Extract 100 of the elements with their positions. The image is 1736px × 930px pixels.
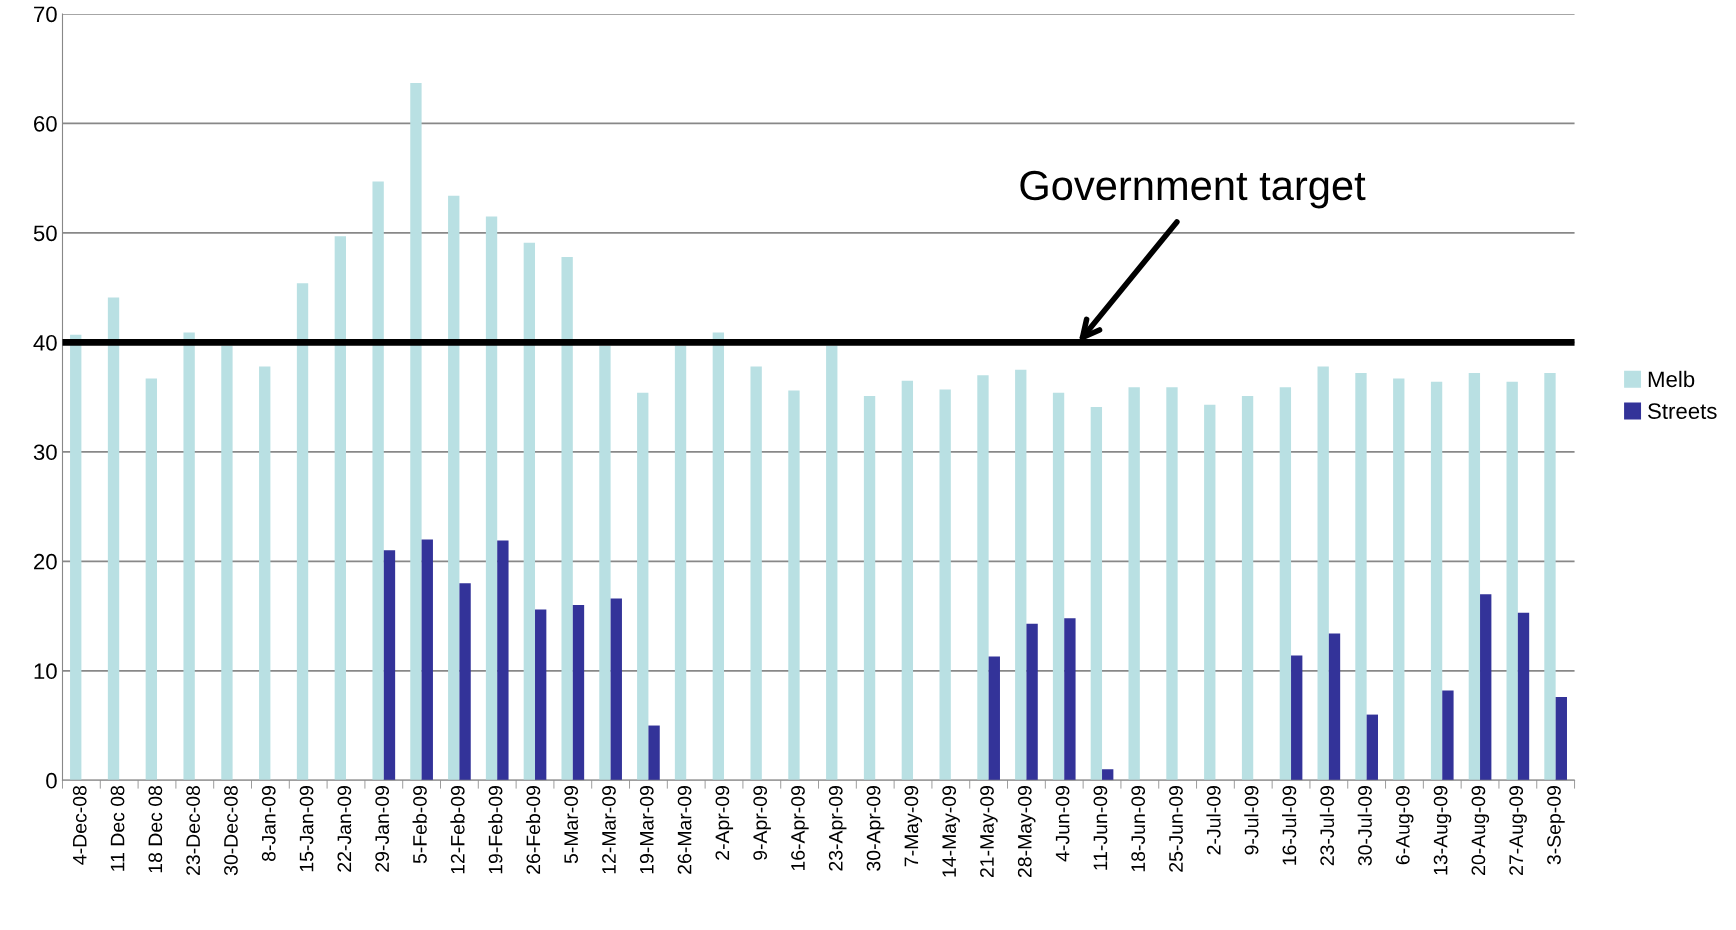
bar bbox=[648, 725, 660, 781]
bar bbox=[497, 540, 509, 781]
x-tick-label: 4-Jun-09 bbox=[1055, 786, 1070, 862]
y-tick-label: 40 bbox=[33, 334, 57, 351]
x-tick-label: 12-Mar-09 bbox=[602, 786, 616, 874]
x-tick-label: 30-Jul-09 bbox=[1357, 786, 1372, 866]
bar bbox=[334, 236, 347, 781]
y-tick-label: 70 bbox=[34, 6, 57, 23]
x-tick-label: 13-Aug-09 bbox=[1433, 786, 1452, 875]
bar bbox=[572, 605, 585, 781]
x-tick-label: 29-Jan-09 bbox=[375, 786, 390, 872]
bar bbox=[1064, 618, 1076, 781]
bar bbox=[1468, 373, 1481, 781]
x-tick-label: 3-Sep-09 bbox=[1547, 786, 1565, 865]
x-tick-label: 23-Dec-08 bbox=[186, 785, 201, 875]
x-tick-label: 2-Apr-09 bbox=[715, 786, 734, 860]
bar bbox=[421, 539, 433, 781]
bar bbox=[788, 390, 800, 781]
bar bbox=[523, 242, 536, 781]
bar bbox=[1442, 690, 1454, 781]
x-tick-label: 18-Jun-09 bbox=[1131, 786, 1146, 872]
bar bbox=[1166, 387, 1178, 781]
bar bbox=[637, 392, 649, 781]
bar bbox=[70, 334, 82, 781]
bar bbox=[712, 332, 725, 781]
bar bbox=[145, 378, 157, 781]
x-tick-label: 18 Dec 08 bbox=[148, 785, 163, 873]
bar bbox=[1102, 769, 1114, 781]
bar bbox=[1393, 378, 1405, 781]
x-tick-label: 5-Mar-09 bbox=[564, 786, 579, 864]
bar bbox=[221, 345, 233, 781]
x-tick-label: 14-May-09 bbox=[942, 786, 960, 877]
bar bbox=[1052, 392, 1065, 781]
bar bbox=[1517, 612, 1530, 781]
bar bbox=[863, 396, 876, 781]
x-tick-label: 23-Apr-09 bbox=[828, 786, 847, 871]
legend-label: Streets bbox=[1648, 403, 1717, 419]
bar bbox=[610, 598, 622, 781]
x-tick-label: 16-Jul-09 bbox=[1281, 786, 1297, 865]
bar bbox=[1544, 373, 1556, 781]
bar bbox=[674, 345, 687, 781]
bar bbox=[183, 332, 195, 781]
bar bbox=[1279, 387, 1292, 781]
x-tick-label: 8-Jan-09 bbox=[261, 786, 276, 862]
x-tick-label: 30-Apr-09 bbox=[866, 786, 885, 871]
x-tick-label: 30-Dec-08 bbox=[224, 785, 238, 876]
x-tick-label: 22-Jan-09 bbox=[337, 786, 352, 872]
bar bbox=[1480, 594, 1492, 781]
bar bbox=[410, 82, 422, 781]
bar bbox=[1204, 404, 1216, 781]
bar bbox=[1328, 633, 1341, 781]
bar bbox=[750, 366, 762, 781]
bar bbox=[1355, 373, 1367, 781]
y-tick-label: 0 bbox=[46, 772, 57, 789]
bar bbox=[1317, 366, 1329, 781]
legend-label: Melb bbox=[1648, 370, 1695, 388]
y-tick-label: 60 bbox=[34, 115, 57, 132]
x-tick-label: 26-Feb-09 bbox=[525, 786, 541, 874]
bar bbox=[1241, 396, 1254, 781]
ref-line-label: Government target bbox=[1020, 170, 1366, 209]
bar bbox=[1128, 387, 1140, 781]
x-tick-label: 25-Jun-09 bbox=[1169, 786, 1183, 872]
bar bbox=[1555, 697, 1567, 781]
bar bbox=[826, 345, 838, 781]
x-tick-label: 7-May-09 bbox=[904, 786, 923, 867]
bar bbox=[1366, 714, 1378, 781]
x-tick-label: 6-Aug-09 bbox=[1395, 786, 1414, 865]
bar bbox=[259, 366, 271, 781]
x-tick-label: 5-Feb-09 bbox=[412, 786, 427, 864]
x-tick-label: 19-Feb-09 bbox=[488, 786, 503, 874]
bar bbox=[1026, 623, 1038, 781]
bar bbox=[107, 297, 120, 781]
y-tick-label: 50 bbox=[33, 225, 57, 242]
bar bbox=[448, 195, 460, 781]
bar bbox=[1506, 381, 1518, 781]
x-tick-label: 4-Dec-08 bbox=[72, 785, 87, 865]
x-tick-label: 12-Feb-09 bbox=[450, 786, 465, 874]
bar bbox=[939, 389, 951, 781]
bar bbox=[383, 550, 396, 781]
x-tick-label: 9-Jul-09 bbox=[1244, 786, 1259, 855]
x-tick-label: 2-Jul-09 bbox=[1206, 786, 1221, 855]
x-tick-label: 19-Mar-09 bbox=[639, 786, 654, 874]
bar bbox=[1090, 406, 1103, 781]
bar bbox=[459, 583, 471, 781]
bar bbox=[561, 256, 573, 781]
bar bbox=[535, 609, 547, 781]
bar bbox=[372, 181, 384, 781]
bar bbox=[599, 345, 611, 781]
x-tick-label: 20-Aug-09 bbox=[1471, 786, 1490, 875]
x-tick-label: 15-Jan-09 bbox=[299, 786, 314, 872]
bar bbox=[485, 216, 498, 781]
y-tick-label: 30 bbox=[33, 444, 57, 461]
x-tick-label: 16-Apr-09 bbox=[791, 786, 809, 871]
bar bbox=[1430, 381, 1443, 781]
x-tick-label: 11-Jun-09 bbox=[1093, 786, 1108, 870]
bar bbox=[901, 380, 914, 781]
x-tick-label: 11 Dec 08 bbox=[110, 785, 125, 871]
bar bbox=[977, 375, 989, 781]
x-tick-label: 28-May-09 bbox=[1017, 786, 1036, 878]
x-tick-label: 26-Mar-09 bbox=[677, 786, 692, 874]
